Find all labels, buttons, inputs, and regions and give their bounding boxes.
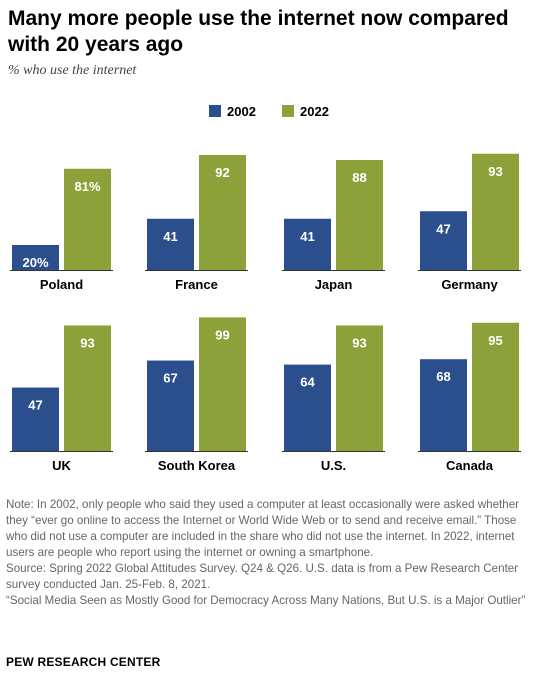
category-label-south-korea: South Korea [158, 458, 236, 473]
data-label-poland-2022: 81% [74, 179, 100, 194]
data-label-uk-2002: 47 [28, 398, 42, 413]
bar-u-s-2002 [284, 364, 331, 451]
data-label-germany-2002: 47 [436, 221, 450, 236]
data-label-france-2002: 41 [163, 229, 177, 244]
report-title: “Social Media Seen as Mostly Good for De… [6, 594, 526, 607]
data-label-u-s-2022: 93 [352, 335, 366, 350]
bar-japan-2002 [284, 218, 331, 270]
bar-germany-2002 [420, 211, 467, 270]
note-text: Note: In 2002, only people who said they… [6, 498, 520, 559]
category-label-poland: Poland [40, 277, 83, 292]
category-label-france: France [175, 277, 218, 292]
category-label-canada: Canada [446, 458, 494, 473]
bar-uk-2002 [12, 387, 59, 451]
data-label-japan-2002: 41 [300, 229, 314, 244]
legend-label-2022: 2022 [300, 103, 329, 119]
chart-subtitle: % who use the internet [8, 63, 137, 78]
bar-south-korea-2022 [199, 317, 246, 451]
bar-poland-2002 [12, 245, 59, 270]
source-text: Source: Spring 2022 Global Attitudes Sur… [6, 562, 519, 591]
legend-item-2022: 2022 [282, 102, 329, 120]
bar-poland-2022 [64, 168, 111, 270]
data-label-south-korea-2002: 67 [163, 371, 177, 386]
bar-u-s-2022 [336, 325, 383, 451]
bar-france-2002 [147, 218, 194, 270]
data-label-germany-2022: 93 [488, 164, 502, 179]
data-label-france-2022: 92 [215, 165, 229, 180]
data-label-south-korea-2022: 99 [215, 327, 229, 342]
category-label-japan: Japan [315, 277, 353, 292]
data-label-uk-2022: 93 [80, 335, 94, 350]
bar-france-2022 [199, 155, 246, 270]
bar-uk-2022 [64, 325, 111, 451]
data-label-canada-2002: 68 [436, 369, 450, 384]
legend: 2002 2022 [0, 102, 538, 120]
bar-canada-2022 [472, 322, 519, 451]
legend-swatch-2002 [209, 105, 221, 117]
category-label-uk: UK [52, 458, 71, 473]
category-label-germany: Germany [441, 277, 498, 292]
data-label-poland-2002: 20% [22, 255, 48, 270]
chart-title: Many more people use the internet now co… [8, 7, 509, 56]
brand-logo-text: PEW RESEARCH CENTER [6, 655, 161, 669]
legend-label-2002: 2002 [227, 103, 256, 119]
bar-japan-2022 [336, 160, 383, 270]
notes: Note: In 2002, only people who said they… [6, 497, 534, 609]
bar-south-korea-2002 [147, 360, 194, 451]
bar-germany-2022 [472, 153, 519, 270]
data-label-japan-2022: 88 [352, 170, 366, 185]
category-label-u-s: U.S. [321, 458, 346, 473]
data-label-canada-2022: 95 [488, 333, 502, 348]
bar-chart: 20% 81% Poland 41 92 France 41 88 Japan 47 93 Germa… [10, 153, 521, 473]
legend-item-2002: 2002 [209, 102, 256, 120]
bar-canada-2002 [420, 359, 467, 451]
legend-swatch-2022 [282, 105, 294, 117]
data-label-u-s-2002: 64 [300, 375, 315, 390]
